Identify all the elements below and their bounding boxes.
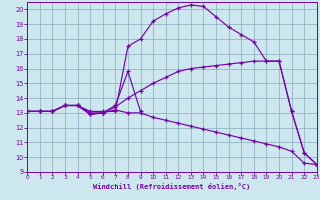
X-axis label: Windchill (Refroidissement éolien,°C): Windchill (Refroidissement éolien,°C) [93, 183, 251, 190]
